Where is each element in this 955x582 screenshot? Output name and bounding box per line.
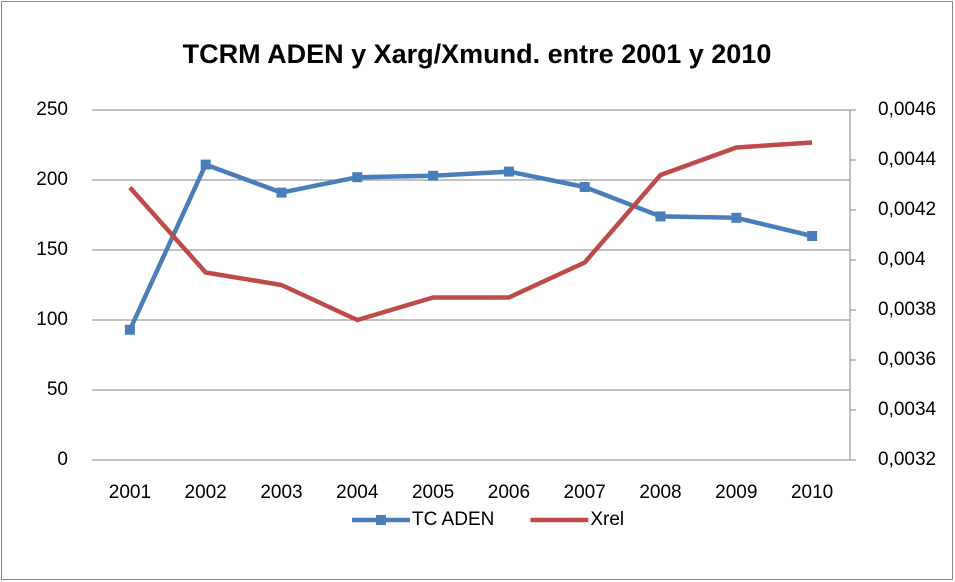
x-tick-label: 2003	[260, 482, 302, 503]
x-tick-label: 2010	[791, 482, 833, 503]
data-marker	[655, 211, 666, 222]
y2-tick-label: 0,004	[878, 249, 926, 270]
y-tick-label: 0	[57, 449, 68, 470]
x-tick-label: 2005	[412, 482, 454, 503]
x-tick-label: 2009	[715, 482, 757, 503]
x-tick-label: 2002	[185, 482, 227, 503]
chart-title: TCRM ADEN y Xarg/Xmund. entre 2001 y 201…	[183, 39, 772, 69]
y-tick-label: 100	[36, 309, 68, 330]
x-tick-label: 2007	[564, 482, 606, 503]
data-marker	[503, 166, 514, 177]
data-marker	[200, 159, 211, 170]
x-tick-label: 2008	[639, 482, 681, 503]
series-line	[127, 162, 813, 331]
y-tick-label: 200	[36, 169, 68, 190]
x-tick-label: 2006	[488, 482, 530, 503]
legend-label: Xrel	[590, 509, 624, 530]
x-tick-label: 2001	[109, 482, 151, 503]
y2-tick-label: 0,0046	[878, 99, 936, 120]
y-tick-label: 150	[36, 239, 68, 260]
y-tick-label: 50	[47, 379, 68, 400]
y2-tick-label: 0,0032	[878, 449, 936, 470]
data-marker	[428, 170, 439, 181]
data-marker	[124, 324, 135, 335]
y2-tick-label: 0,0044	[878, 149, 937, 170]
y2-tick-label: 0,0034	[878, 399, 937, 420]
series-line	[128, 140, 813, 323]
data-marker	[579, 182, 590, 192]
legend-marker	[376, 515, 386, 525]
y2-tick-label: 0,0038	[878, 299, 936, 320]
y2-tick-label: 0,0036	[878, 349, 936, 370]
data-marker	[352, 172, 363, 183]
data-marker	[276, 187, 287, 198]
y2-tick-label: 0,0042	[878, 199, 936, 220]
legend-label: TC ADEN	[412, 509, 494, 530]
data-marker	[731, 212, 742, 223]
x-tick-label: 2004	[336, 482, 379, 503]
y-tick-label: 250	[36, 99, 68, 120]
data-marker	[807, 231, 818, 241]
